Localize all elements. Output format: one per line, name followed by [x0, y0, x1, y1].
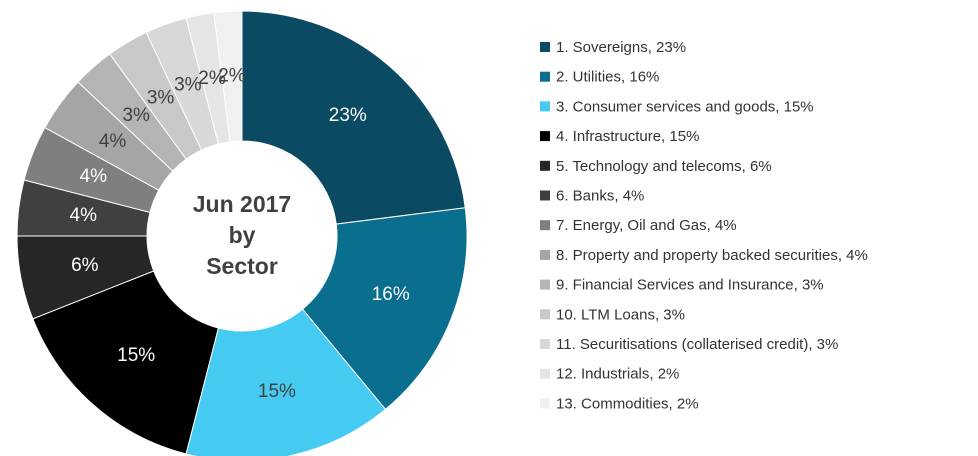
data-label: 15% — [258, 381, 296, 402]
data-label: 2% — [218, 65, 246, 86]
legend-label: 13. Commodities, 2% — [556, 395, 699, 412]
legend-label: 1. Sovereigns, 23% — [556, 39, 686, 56]
donut-slice — [213, 10, 243, 143]
data-label: 23% — [329, 105, 367, 126]
legend-swatch — [540, 279, 550, 290]
legend-swatch — [540, 42, 550, 52]
chart-title: Sector — [206, 253, 278, 279]
legend-swatch — [540, 368, 550, 379]
data-label: 4% — [99, 131, 127, 152]
data-label: 16% — [372, 284, 410, 305]
donut-slice — [241, 10, 466, 225]
legend-label: 3. Consumer services and goods, 15% — [556, 98, 814, 115]
chart-title: by — [229, 222, 256, 248]
donut-slice — [185, 308, 387, 456]
legend-swatch — [540, 339, 550, 349]
data-label: 3% — [174, 74, 202, 95]
legend-swatch — [540, 190, 550, 201]
legend-label: 7. Energy, Oil and Gas, 4% — [556, 217, 737, 234]
data-label: 3% — [147, 87, 175, 108]
donut-slice — [32, 270, 219, 455]
legend-swatch — [540, 398, 550, 409]
data-label: 4% — [70, 205, 98, 226]
legend-label: 2. Utilities, 16% — [556, 69, 659, 86]
legend-swatch — [540, 160, 550, 171]
legend-label: 5. Technology and telecoms, 6% — [556, 158, 772, 175]
legend-swatch — [540, 249, 550, 260]
legend-label: 8. Property and property backed securiti… — [556, 247, 868, 264]
data-label: 3% — [122, 105, 150, 126]
legend-label: 11. Securitisations (collaterised credit… — [556, 336, 838, 353]
legend-swatch — [540, 131, 550, 142]
legend-label: 10. LTM Loans, 3% — [556, 306, 685, 323]
legend-label: 4. Infrastructure, 15% — [556, 128, 699, 145]
legend-label: 9. Financial Services and Insurance, 3% — [556, 277, 824, 294]
legend-swatch — [540, 309, 550, 320]
legend-swatch — [540, 220, 550, 231]
legend-label: 12. Industrials, 2% — [556, 366, 679, 383]
donut-slice — [301, 207, 468, 411]
legend-label: 6. Banks, 4% — [556, 187, 644, 204]
data-label: 2% — [198, 68, 226, 89]
legend-swatch — [540, 71, 550, 82]
data-label: 6% — [71, 255, 99, 276]
data-label: 15% — [117, 345, 155, 366]
legend-swatch — [540, 101, 550, 112]
chart-title: Jun 2017 — [193, 191, 291, 217]
data-label: 4% — [80, 166, 108, 187]
